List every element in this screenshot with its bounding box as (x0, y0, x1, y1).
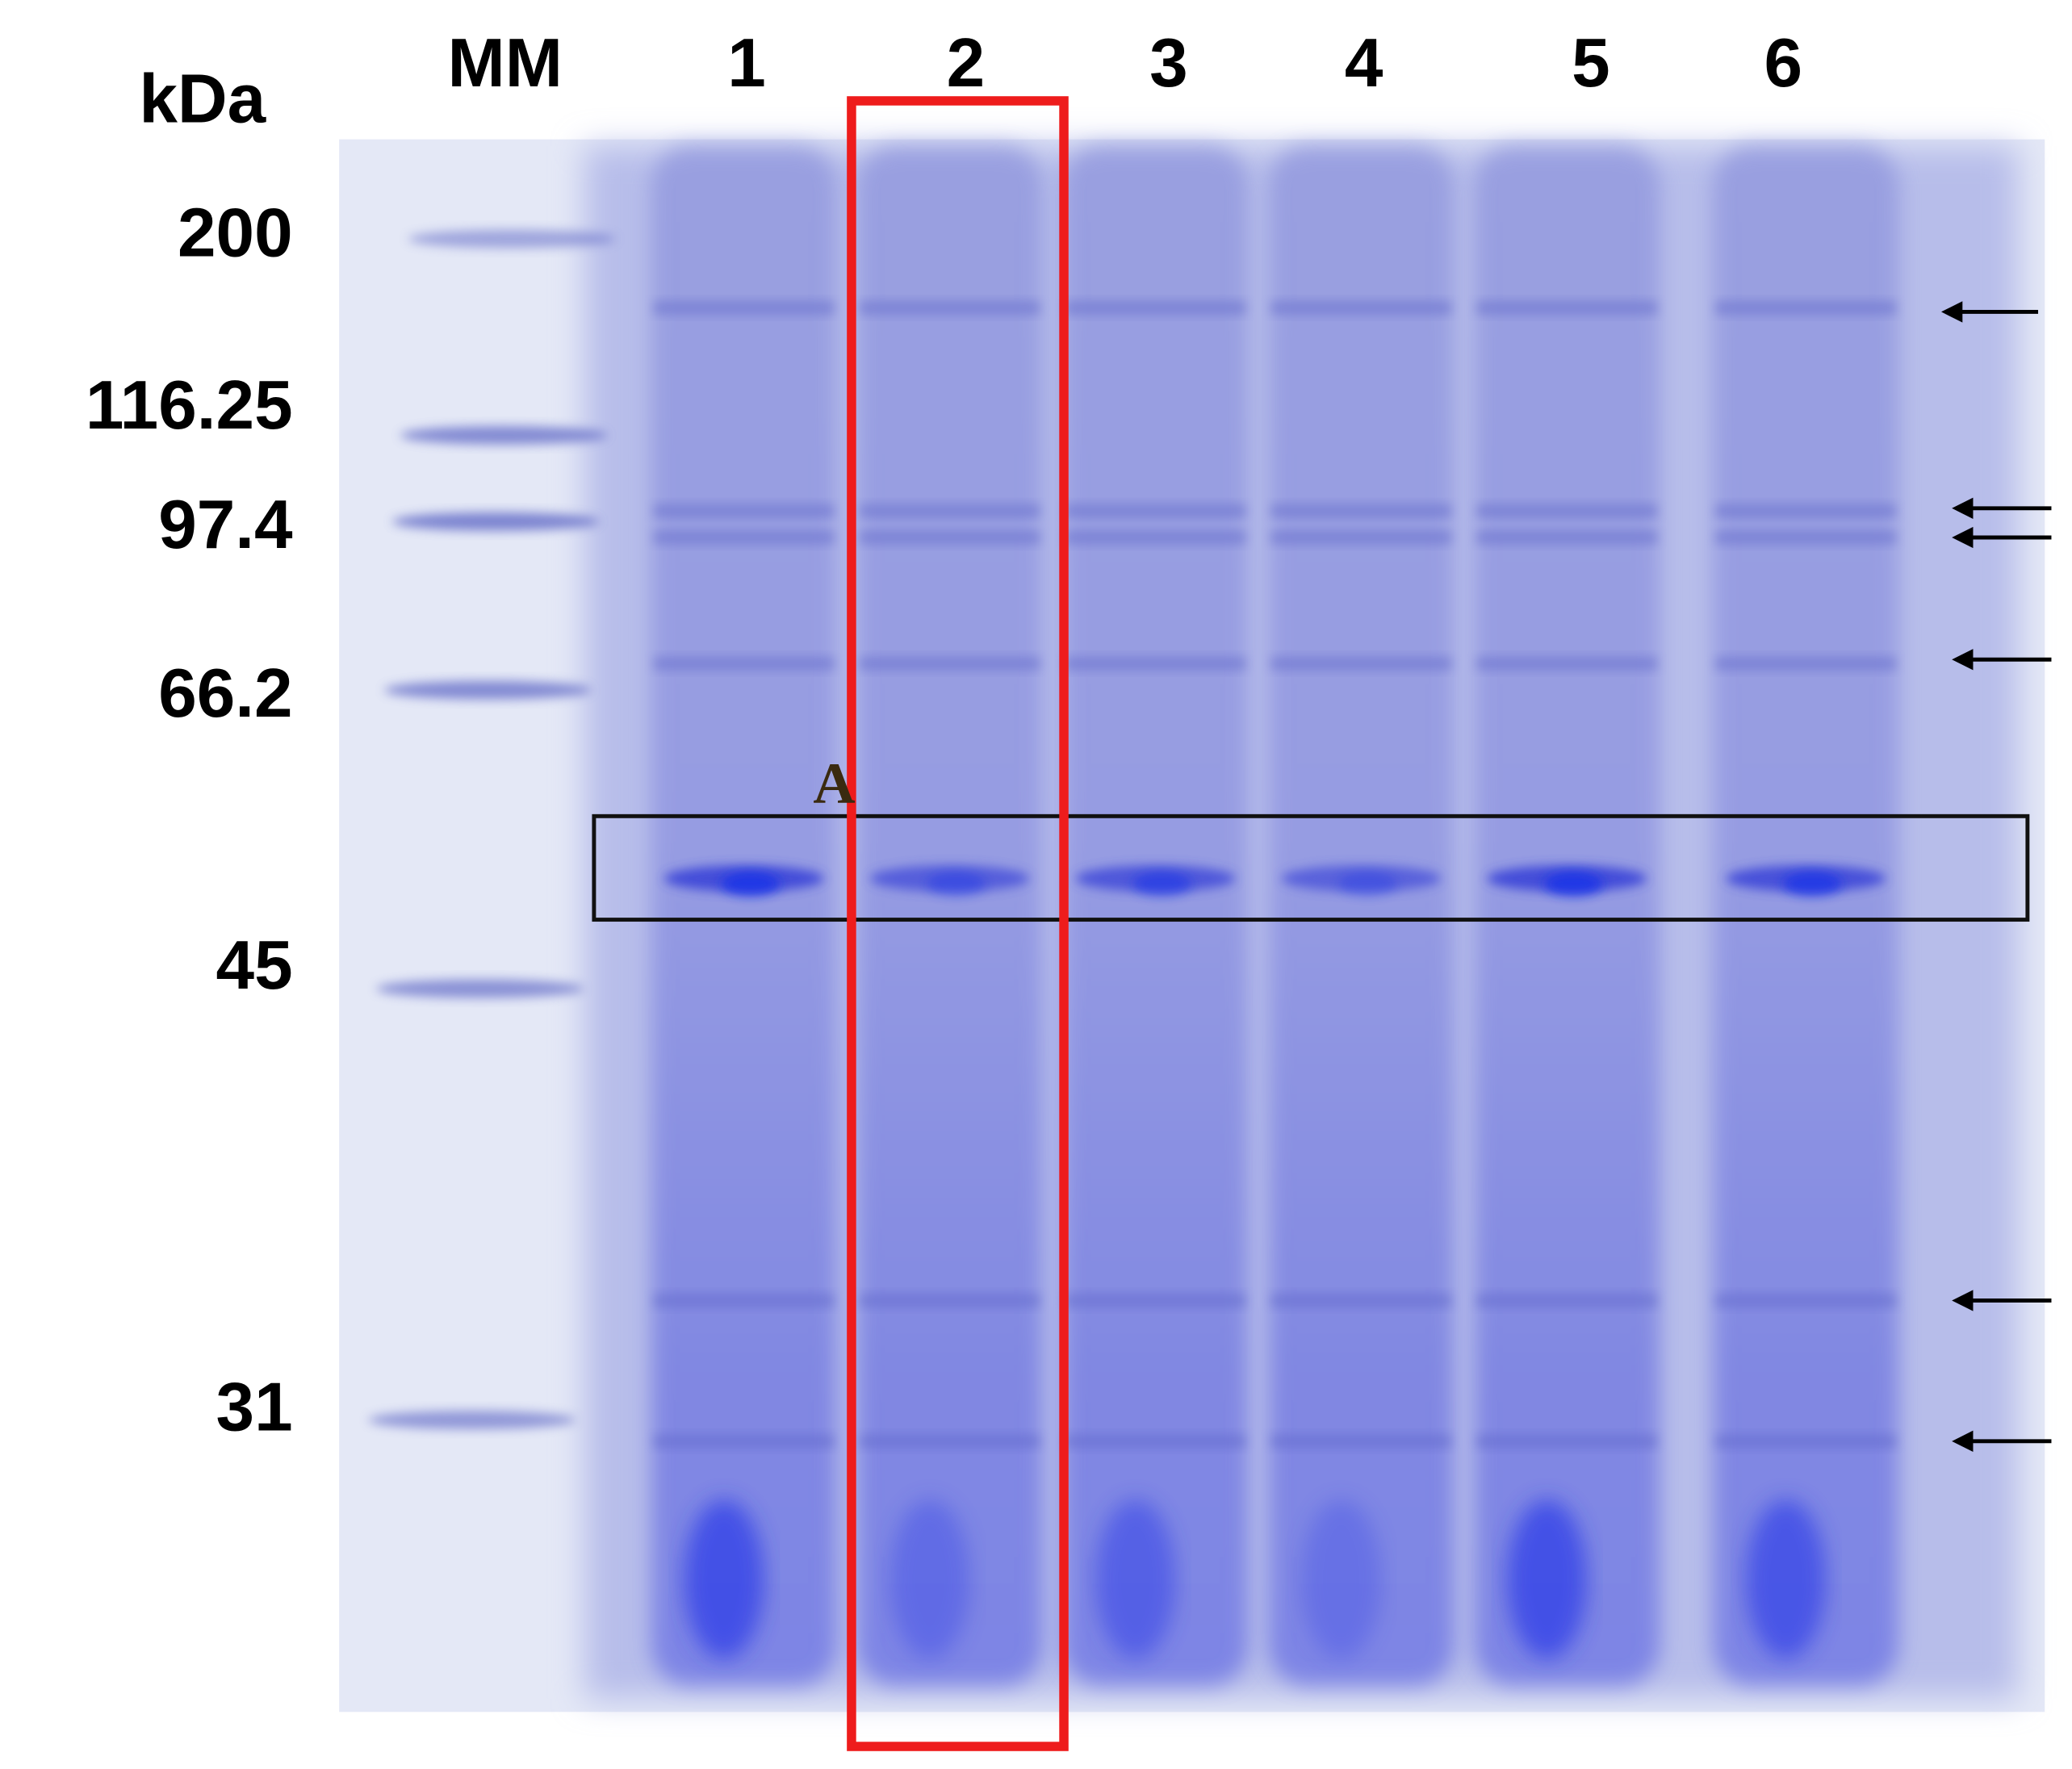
marker-label: 31 (216, 1370, 293, 1446)
band (1270, 504, 1452, 518)
marker-bands (368, 229, 616, 1430)
band (653, 530, 835, 545)
band-a-core (1132, 872, 1191, 896)
annotation: A (813, 751, 855, 816)
band (1715, 1434, 1897, 1449)
marker-band (400, 425, 608, 445)
band-highlight-box (592, 813, 2030, 922)
band-a-core (1544, 872, 1603, 896)
sample-lanes (651, 145, 1899, 1686)
band (1476, 530, 1658, 545)
band (1715, 504, 1897, 518)
band (1065, 1294, 1246, 1307)
lane (1474, 145, 1660, 1686)
arrow-head (1952, 497, 1974, 519)
lane (651, 145, 837, 1686)
band (1270, 301, 1452, 315)
band (859, 656, 1040, 671)
unit-label: kDa (139, 61, 266, 137)
band (1715, 530, 1897, 545)
band-a-core (721, 872, 781, 896)
band (1715, 301, 1897, 315)
marker-band (368, 1411, 576, 1430)
band (1476, 504, 1658, 518)
band (1715, 656, 1897, 671)
low-band (684, 1499, 764, 1659)
arrow-head (1952, 1290, 1974, 1311)
marker-band (408, 229, 616, 249)
marker-band (376, 979, 584, 998)
lane (1062, 145, 1249, 1686)
band (1065, 656, 1246, 671)
band (653, 656, 835, 671)
arrow-head (1952, 649, 1974, 671)
lane (1713, 145, 1899, 1686)
band (1065, 301, 1246, 315)
lane-highlight-box (847, 96, 1069, 1751)
band (1476, 656, 1658, 671)
lane (1268, 145, 1455, 1686)
arrow-head (1952, 1430, 1974, 1452)
band (653, 504, 835, 518)
low-band (1746, 1499, 1826, 1659)
arrows (1940, 301, 2052, 1452)
lane-label: 4 (1345, 25, 1383, 102)
marker-band (384, 680, 592, 700)
lane-label: 6 (1764, 25, 1803, 102)
band (859, 504, 1040, 518)
marker-label: 66.2 (158, 655, 292, 732)
band (1715, 1294, 1897, 1307)
band (653, 301, 835, 315)
low-band (1095, 1499, 1176, 1659)
marker-label: 200 (178, 194, 293, 271)
band (1270, 1434, 1452, 1449)
marker-label: 97.4 (158, 487, 293, 563)
band (1270, 1294, 1452, 1307)
band (1476, 301, 1658, 315)
marker-label: 116.25 (86, 367, 293, 444)
lane-label: 1 (727, 25, 766, 102)
low-band (1301, 1499, 1382, 1659)
band (859, 530, 1040, 545)
lane-label: 5 (1572, 25, 1610, 102)
band-a-core (927, 872, 986, 896)
band (859, 1294, 1040, 1307)
lane-label: 3 (1149, 25, 1188, 102)
lane-label: 2 (947, 25, 986, 102)
marker-label: 45 (216, 927, 293, 1004)
band (1476, 1294, 1658, 1307)
marker-band (391, 512, 600, 531)
band-a-core (1338, 872, 1397, 896)
low-band (1507, 1499, 1587, 1659)
band (1476, 1434, 1658, 1449)
band (859, 1434, 1040, 1449)
band (1065, 504, 1246, 518)
band (859, 301, 1040, 315)
lane-label: MM (448, 25, 563, 102)
band (1270, 656, 1452, 671)
arrow-head (1940, 301, 1963, 323)
low-band (889, 1499, 970, 1659)
band (653, 1434, 835, 1449)
band-a-core (1783, 872, 1842, 896)
band (1065, 1434, 1246, 1449)
lane (856, 145, 1043, 1686)
arrow-head (1952, 526, 1974, 549)
band (653, 1294, 835, 1307)
band (1065, 530, 1246, 545)
band (1270, 530, 1452, 545)
